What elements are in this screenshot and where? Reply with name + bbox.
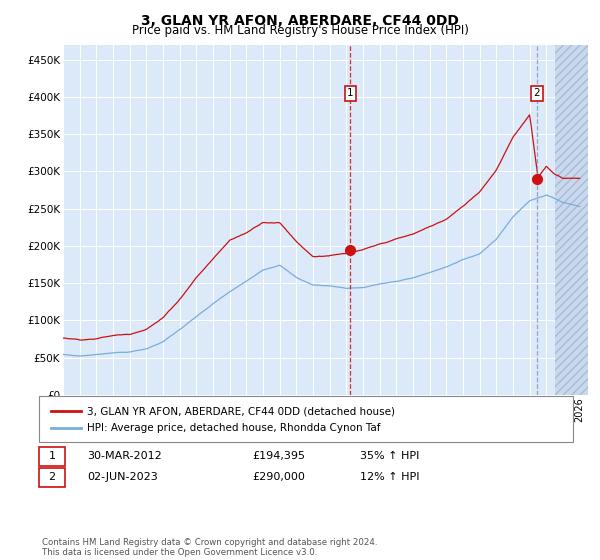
- Text: 1: 1: [347, 88, 354, 98]
- Text: Contains HM Land Registry data © Crown copyright and database right 2024.
This d: Contains HM Land Registry data © Crown c…: [42, 538, 377, 557]
- Text: £290,000: £290,000: [252, 472, 305, 482]
- Text: 30-MAR-2012: 30-MAR-2012: [87, 451, 162, 461]
- Text: 12% ↑ HPI: 12% ↑ HPI: [360, 472, 419, 482]
- Text: £194,395: £194,395: [252, 451, 305, 461]
- Text: 2: 2: [533, 88, 540, 98]
- Text: 3, GLAN YR AFON, ABERDARE, CF44 0DD (detached house): 3, GLAN YR AFON, ABERDARE, CF44 0DD (det…: [87, 407, 395, 417]
- Text: 2: 2: [49, 472, 55, 482]
- Text: Price paid vs. HM Land Registry's House Price Index (HPI): Price paid vs. HM Land Registry's House …: [131, 24, 469, 37]
- Text: 3, GLAN YR AFON, ABERDARE, CF44 0DD: 3, GLAN YR AFON, ABERDARE, CF44 0DD: [141, 14, 459, 28]
- Bar: [554, 45, 588, 395]
- Text: 1: 1: [49, 451, 55, 461]
- Text: HPI: Average price, detached house, Rhondda Cynon Taf: HPI: Average price, detached house, Rhon…: [87, 423, 380, 433]
- Text: 35% ↑ HPI: 35% ↑ HPI: [360, 451, 419, 461]
- Text: 02-JUN-2023: 02-JUN-2023: [87, 472, 158, 482]
